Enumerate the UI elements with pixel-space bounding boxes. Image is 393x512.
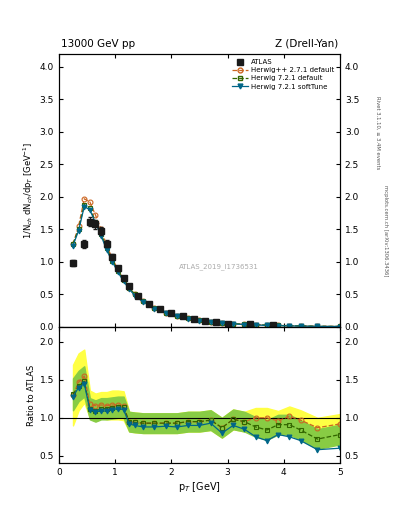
Text: ATLAS_2019_I1736531: ATLAS_2019_I1736531 <box>179 263 259 270</box>
X-axis label: p$_T$ [GeV]: p$_T$ [GeV] <box>178 480 221 494</box>
Text: 13000 GeV pp: 13000 GeV pp <box>61 38 135 49</box>
Text: Z (Drell-Yan): Z (Drell-Yan) <box>275 38 338 49</box>
Text: mcplots.cern.ch [arXiv:1306.3436]: mcplots.cern.ch [arXiv:1306.3436] <box>384 185 388 276</box>
Y-axis label: 1/N$_{ch}$ dN$_{ch}$/dp$_T$ [GeV$^{-1}$]: 1/N$_{ch}$ dN$_{ch}$/dp$_T$ [GeV$^{-1}$] <box>21 142 35 239</box>
Legend: ATLAS, Herwig++ 2.7.1 default, Herwig 7.2.1 default, Herwig 7.2.1 softTune: ATLAS, Herwig++ 2.7.1 default, Herwig 7.… <box>230 57 336 92</box>
Text: Rivet 3.1.10, ≥ 3.4M events: Rivet 3.1.10, ≥ 3.4M events <box>375 96 380 170</box>
Y-axis label: Ratio to ATLAS: Ratio to ATLAS <box>27 365 35 425</box>
